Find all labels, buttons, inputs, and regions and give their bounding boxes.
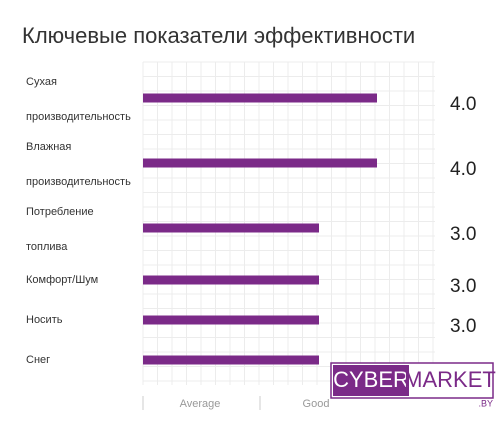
category-label-line: производительность (26, 111, 131, 123)
watermark-left-bg (333, 365, 409, 396)
category-label-line: Влажная (26, 141, 71, 153)
bar (143, 93, 377, 103)
bar (143, 275, 319, 285)
value-label: 3.0 (450, 316, 476, 337)
category-label-line: Сухая (26, 76, 57, 88)
value-label: 3.0 (450, 224, 476, 245)
category-label-line: топлива (26, 241, 68, 253)
watermark-right: MARKET (404, 367, 496, 392)
bar (143, 355, 319, 365)
category-label: Носить (26, 314, 63, 326)
category-label: Снег (26, 354, 50, 366)
watermark-left: CYBER (333, 367, 409, 392)
value-label: 3.0 (450, 276, 476, 297)
category-label: Потребление топлива (26, 206, 94, 253)
category-label-line: Потребление (26, 206, 94, 218)
category-label-line: производительность (26, 176, 131, 188)
watermark-suffix: .BY (478, 398, 493, 408)
value-label: 4.0 (450, 94, 476, 115)
value-label: 4.0 (450, 159, 476, 180)
bar (143, 158, 377, 168)
category-label: Комфорт/Шум (26, 274, 98, 286)
x-tick-label: Good (303, 398, 330, 410)
x-tick-label: Average (180, 398, 221, 410)
category-label: Влажная производительность (26, 141, 131, 188)
chart-title: Ключевые показатели эффективности (22, 23, 415, 48)
bar (143, 315, 319, 325)
bar (143, 223, 319, 233)
category-label: Сухая производительность (26, 76, 131, 123)
